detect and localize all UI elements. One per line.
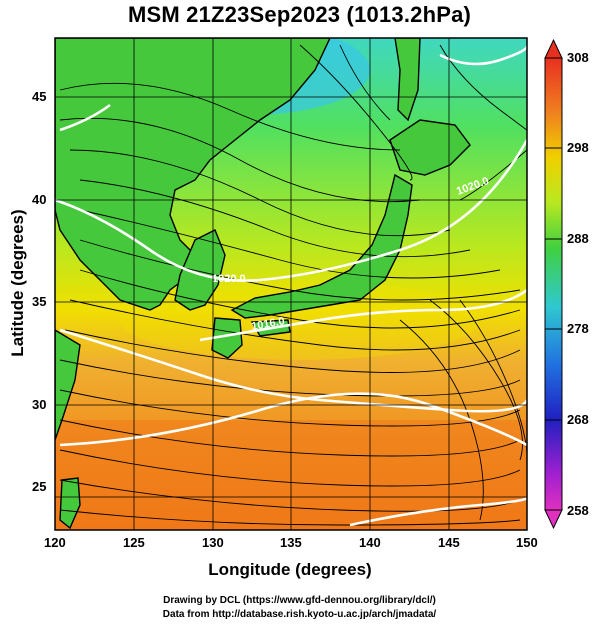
colorbar-label: 298 (567, 140, 589, 155)
y-axis-label: Latitude (degrees) (8, 209, 27, 357)
x-tick-label: 125 (123, 535, 145, 550)
x-tick-label: 130 (202, 535, 224, 550)
graticule (55, 38, 527, 530)
colorbar-bottom-arrow (544, 509, 563, 530)
map-title: MSM 21Z23Sep2023 (1013.2hPa) (127, 2, 472, 27)
x-tick-label: 120 (44, 535, 66, 550)
credit-line-2: Data from http://database.rish.kyoto-u.a… (162, 609, 437, 620)
x-tick-label: 135 (280, 535, 302, 550)
x-axis-label: Longitude (degrees) (208, 560, 372, 579)
streamlines (59, 44, 527, 526)
colorbar-top-arrow (544, 38, 563, 59)
contour-label: 1020.0 (212, 273, 246, 285)
taiwan (59, 477, 81, 530)
y-tick-label: 45 (32, 89, 47, 104)
colorbar-label: 308 (567, 50, 589, 65)
colorbar-label: 278 (567, 321, 589, 336)
plot-frame (54, 37, 528, 531)
x-tick-label: 145 (438, 535, 460, 550)
korean-peninsula (174, 229, 226, 311)
colorbar-label: 268 (567, 412, 589, 427)
colorbar (544, 38, 563, 530)
y-tick-label: 35 (32, 294, 47, 309)
credit-line-1: Drawing by DCL (https://www.gfd-dennou.o… (163, 595, 436, 606)
china-coast (55, 329, 81, 441)
colorbar-label: 288 (567, 231, 589, 246)
contour-label: 1016.0 (250, 315, 285, 333)
x-tick-label: 140 (359, 535, 381, 550)
honshu (230, 173, 413, 319)
x-tick-label: 150 (516, 535, 538, 550)
y-tick-label: 25 (32, 479, 47, 494)
isobars (55, 45, 527, 527)
coastlines (55, 38, 471, 530)
colorbar-label: 258 (567, 503, 589, 518)
kyushu (211, 317, 243, 359)
sakhalin (394, 38, 421, 122)
y-tick-label: 30 (32, 397, 47, 412)
hokkaido (389, 119, 471, 176)
mainland-asia (55, 38, 331, 311)
y-tick-label: 40 (32, 192, 47, 207)
